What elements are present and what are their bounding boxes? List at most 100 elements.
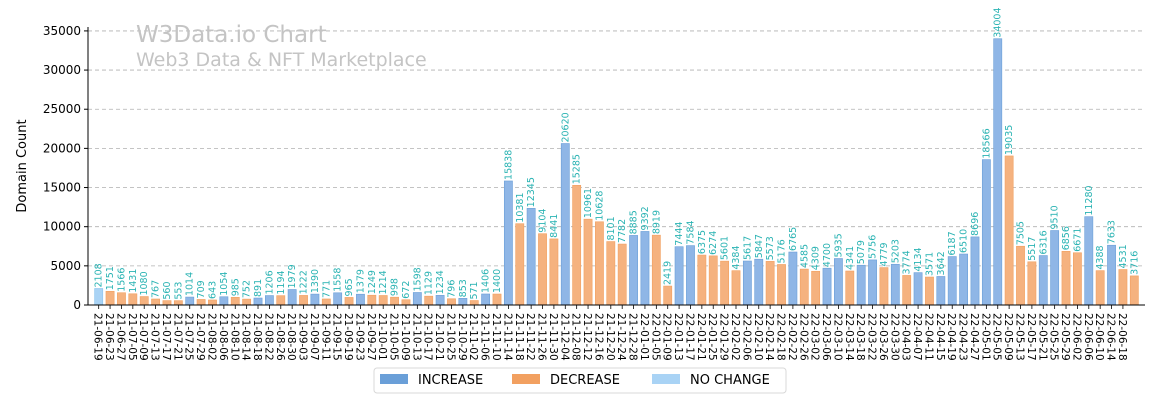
value-label: 1379: [355, 269, 366, 293]
value-label: 5176: [777, 239, 788, 263]
x-tick-label: 21-09-27: [365, 313, 377, 361]
bar-increase: [458, 298, 468, 306]
x-tick-label: 21-10-09: [399, 313, 411, 361]
y-tick-label: 20000: [43, 141, 81, 155]
bar-decrease: [1004, 155, 1014, 306]
watermark-title: W3Data.io Chart: [136, 22, 327, 48]
bar-increase: [993, 38, 1003, 306]
value-label: 2419: [663, 261, 674, 285]
bar-increase: [754, 258, 764, 306]
x-tick-label: 22-05-21: [1036, 313, 1048, 361]
x-tick-label: 21-10-05: [388, 313, 400, 361]
x-tick-label: 21-12-20: [604, 313, 616, 361]
x-tick-label: 21-11-22: [524, 313, 536, 361]
bar-decrease: [1027, 261, 1037, 306]
x-tick-label: 21-08-30: [285, 313, 297, 361]
bars: [94, 38, 1139, 306]
legend-frame: [373, 367, 787, 394]
value-label: 4384: [731, 245, 742, 269]
bar-decrease: [117, 292, 126, 306]
x-tick-label: 21-08-14: [240, 313, 252, 361]
bar-decrease: [469, 300, 479, 306]
x-tick-label: 21-10-01: [376, 313, 388, 361]
x-tick-label: 22-06-14: [1105, 313, 1117, 361]
bar-decrease: [1061, 251, 1071, 306]
value-label: 3716: [1129, 251, 1140, 275]
bar-increase: [287, 289, 297, 306]
bar-increase: [640, 231, 650, 306]
x-tick-label: 21-09-23: [353, 313, 365, 361]
x-tick-label: 22-03-14: [843, 313, 855, 361]
x-tick-label: 22-03-22: [866, 313, 878, 361]
value-label: 1194: [276, 270, 287, 294]
value-label: 1598: [412, 267, 423, 291]
x-tick-label: 22-01-21: [695, 313, 707, 361]
value-label: 7633: [1107, 220, 1118, 244]
bar-decrease: [151, 298, 160, 306]
value-label: 1234: [435, 270, 446, 294]
bar-increase: [959, 253, 969, 306]
value-label: 5573: [765, 236, 776, 260]
bar-decrease: [378, 295, 388, 306]
x-tick-label: 22-01-09: [661, 313, 673, 361]
value-label: 6671: [1072, 228, 1083, 252]
bar-decrease: [765, 261, 775, 306]
legend-label-decrease: DECREASE: [550, 373, 620, 388]
y-tick-label: 35000: [43, 24, 81, 38]
x-tick-label: 21-07-21: [171, 313, 183, 361]
bar-decrease: [651, 234, 661, 306]
bar-increase: [253, 297, 263, 306]
bar-decrease: [299, 295, 308, 306]
value-label: 4700: [822, 243, 833, 267]
x-tick-label: 22-05-01: [979, 313, 991, 361]
bar-increase: [834, 258, 843, 306]
bar-decrease: [549, 238, 559, 306]
x-tick-label: 21-11-26: [536, 313, 548, 361]
x-tick-label: 21-10-21: [433, 313, 445, 361]
x-tick-label: 21-12-08: [570, 313, 582, 361]
x-tick-label: 22-02-14: [763, 313, 775, 361]
x-tick-label: 21-07-05: [126, 313, 138, 361]
bar-increase: [412, 292, 422, 306]
bar-decrease: [515, 223, 525, 306]
x-tick-label: 22-03-18: [854, 313, 866, 361]
bar-increase: [629, 235, 638, 306]
legend-swatch-decrease: [512, 374, 540, 384]
bar-decrease: [777, 264, 786, 306]
value-label: 19035: [1004, 125, 1015, 155]
bar-decrease: [105, 290, 115, 306]
value-label: 5517: [1027, 237, 1038, 261]
value-label: 1206: [264, 270, 275, 294]
value-label: 771: [321, 280, 332, 298]
bar-increase: [264, 295, 274, 306]
bar-increase: [481, 293, 491, 306]
value-label: 6187: [947, 231, 958, 255]
value-label: 965: [344, 278, 355, 296]
bar-decrease: [1118, 269, 1128, 306]
x-tick-label: 22-04-03: [900, 313, 912, 361]
bar-decrease: [731, 270, 741, 306]
value-label: 1406: [481, 269, 492, 293]
bar-decrease: [230, 296, 240, 306]
bar-decrease: [902, 275, 912, 306]
bar-decrease: [606, 241, 616, 306]
bar-decrease: [447, 298, 456, 306]
value-label: 6765: [788, 227, 799, 251]
value-label: 3642: [936, 251, 947, 275]
x-tick-label: 21-07-09: [137, 313, 149, 361]
value-label: 4388: [1095, 245, 1106, 269]
x-tick-label: 21-12-16: [592, 313, 604, 361]
bar-increase: [822, 267, 832, 306]
bar-increase: [936, 276, 946, 306]
x-tick-label: 21-11-02: [467, 313, 479, 361]
value-label: 985: [230, 278, 241, 296]
value-label: 709: [196, 280, 207, 298]
value-label: 6274: [708, 231, 719, 255]
x-tick-label: 21-06-19: [92, 313, 104, 361]
bar-decrease: [845, 270, 855, 306]
value-label: 34004: [993, 7, 1004, 37]
bar-increase: [788, 251, 798, 306]
watermark-subtitle: Web3 Data & NFT Marketplace: [136, 49, 427, 71]
x-tick-label: 21-09-19: [342, 313, 354, 361]
watermark: W3Data.io Chart Web3 Data & NFT Marketpl…: [136, 22, 427, 71]
